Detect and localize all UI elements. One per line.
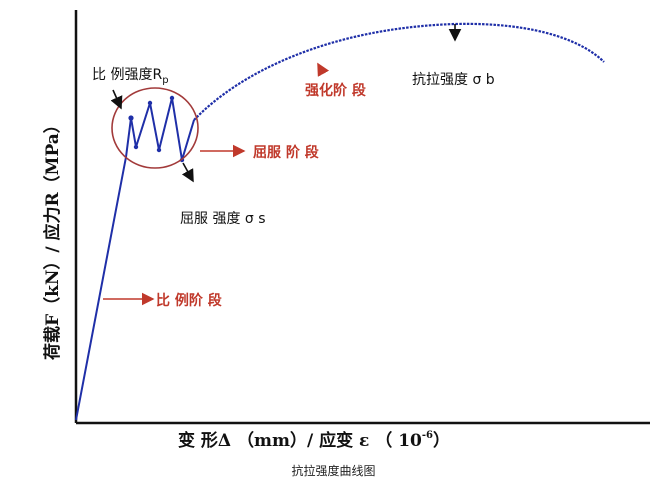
y-axis-title: 荷载F（kN）/ 应力R（MPa）: [42, 116, 63, 360]
curve-point: [133, 144, 139, 150]
yield-stage-label: 屈服 阶 段: [253, 144, 319, 161]
curve-point: [156, 147, 162, 153]
curve-point: [147, 100, 153, 106]
curve-point: [169, 95, 175, 101]
x-axis-title: 变 形Δ （mm）/ 应变 ε （ 10-6）: [178, 430, 450, 451]
strengthening-arrow: [317, 62, 330, 77]
proportional-stage-label: 比 例阶 段: [156, 292, 222, 309]
tensile-strength-label: 抗拉强度 σ b: [412, 72, 495, 88]
strengthening-stage-label: 强化阶 段: [305, 82, 366, 99]
curve-point: [128, 115, 134, 121]
proportional-limit-arrow: [110, 89, 123, 110]
strengthening-curve: [193, 22, 605, 121]
yield-strength-label: 屈服 强度 σ s: [180, 211, 266, 227]
proportional-segment: [75, 117, 132, 421]
yield-strength-arrow: [181, 162, 194, 183]
yield-zigzag: [130, 97, 195, 161]
figure-caption: 抗拉强度曲线图: [291, 464, 376, 478]
proportional-limit-label: 比 例强度Rp: [92, 67, 169, 86]
red-arrows: [103, 62, 330, 306]
axes: [74, 10, 650, 425]
curve-points: [128, 95, 185, 163]
yield-region-circle: [111, 87, 199, 169]
black-arrows: [110, 89, 194, 183]
